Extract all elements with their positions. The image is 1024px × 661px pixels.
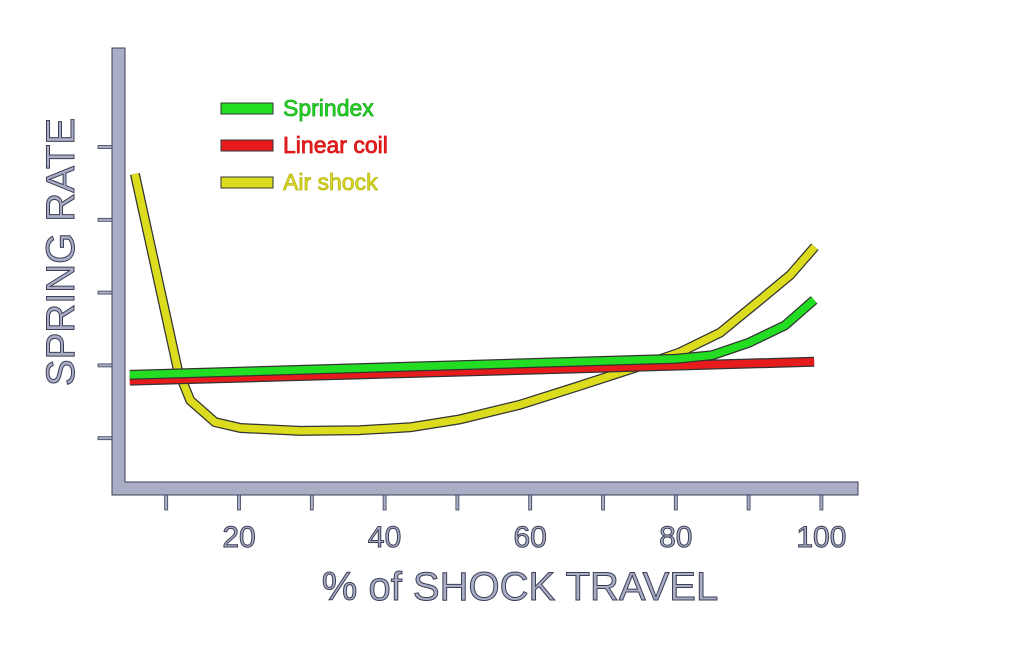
y-tick-2 [97,363,113,368]
x-tick-10 [164,494,169,511]
ticks: 20 40 60 80 100 [97,145,847,555]
y-tick-4 [97,217,113,222]
y-tick-1 [97,436,113,441]
axes [111,47,859,496]
x-tick-100 [819,494,824,511]
x-tick-label-60: 60 [514,521,547,554]
x-axis-label: % of SHOCK TRAVEL [322,565,718,609]
x-tick-20 [237,494,241,511]
y-tick-5 [97,145,113,149]
legend-label-linear-coil: Linear coil [283,132,388,158]
legend-swatch-sprindex [220,102,274,115]
legend-swatch-linear-coil [220,139,274,152]
legend-label-sprindex: Sprindex [283,95,374,121]
air-shock-line-outline [130,172,819,436]
legend: Sprindex Linear coil Air shock [220,95,388,195]
air-shock-line [131,173,818,435]
x-tick-50 [455,494,460,511]
sprindex-line [129,297,817,379]
x-tick-label-80: 80 [659,521,692,554]
x-tick-label-40: 40 [368,521,401,554]
x-tick-label-100: 100 [796,521,846,554]
y-tick-3 [97,290,113,295]
legend-label-air-shock: Air shock [283,169,378,195]
axis-frame [111,47,859,496]
series-lines [129,172,819,436]
x-tick-70 [601,494,605,511]
x-tick-30 [309,494,314,511]
x-tick-label-20: 20 [222,521,255,554]
x-tick-80 [673,494,678,511]
linear-coil-line [129,358,815,385]
legend-swatch-air-shock [220,176,274,189]
x-tick-90 [746,494,751,511]
y-axis-label: SPRING RATE [39,118,83,386]
x-tick-40 [382,494,387,511]
x-tick-60 [528,494,533,511]
